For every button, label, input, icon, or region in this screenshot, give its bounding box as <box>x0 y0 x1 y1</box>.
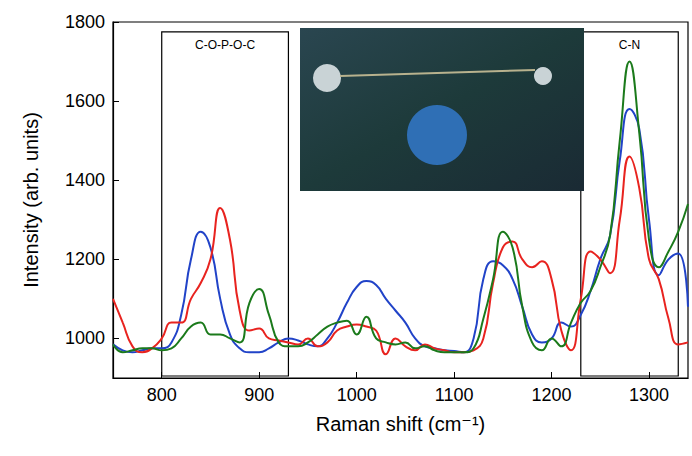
svg-text:1000: 1000 <box>65 328 105 348</box>
svg-text:800: 800 <box>147 385 177 405</box>
svg-text:1800: 1800 <box>65 12 105 32</box>
svg-text:1100: 1100 <box>435 385 474 405</box>
svg-text:1400: 1400 <box>65 170 105 190</box>
svg-text:Intensity (arb. units): Intensity (arb. units) <box>20 112 42 288</box>
svg-text:1200: 1200 <box>532 385 572 405</box>
svg-text:1000: 1000 <box>337 385 377 405</box>
svg-text:1300: 1300 <box>629 385 669 405</box>
svg-text:900: 900 <box>244 385 274 405</box>
svg-text:C-N: C-N <box>619 38 640 52</box>
svg-text:1600: 1600 <box>65 91 105 111</box>
svg-text:Raman shift (cm⁻¹): Raman shift (cm⁻¹) <box>316 413 485 435</box>
svg-text:1200: 1200 <box>65 249 105 269</box>
svg-text:C-O-P-O-C: C-O-P-O-C <box>195 38 255 52</box>
